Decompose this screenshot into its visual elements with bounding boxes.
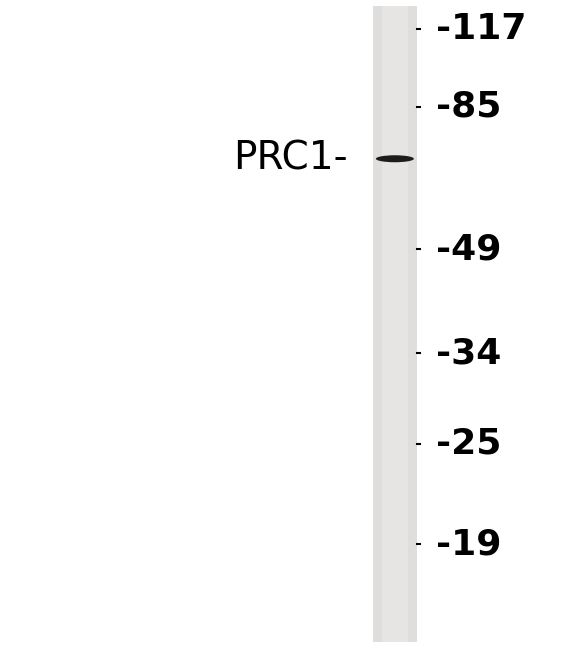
Text: -25: -25 xyxy=(436,427,501,461)
Bar xyxy=(373,6,417,642)
Text: -19: -19 xyxy=(436,527,501,561)
Text: -85: -85 xyxy=(436,90,501,124)
Text: -49: -49 xyxy=(436,233,501,266)
Text: -117: -117 xyxy=(436,12,526,46)
Ellipse shape xyxy=(376,156,414,162)
Bar xyxy=(381,6,408,642)
Text: PRC1-: PRC1- xyxy=(233,140,348,178)
Text: -34: -34 xyxy=(436,336,501,370)
